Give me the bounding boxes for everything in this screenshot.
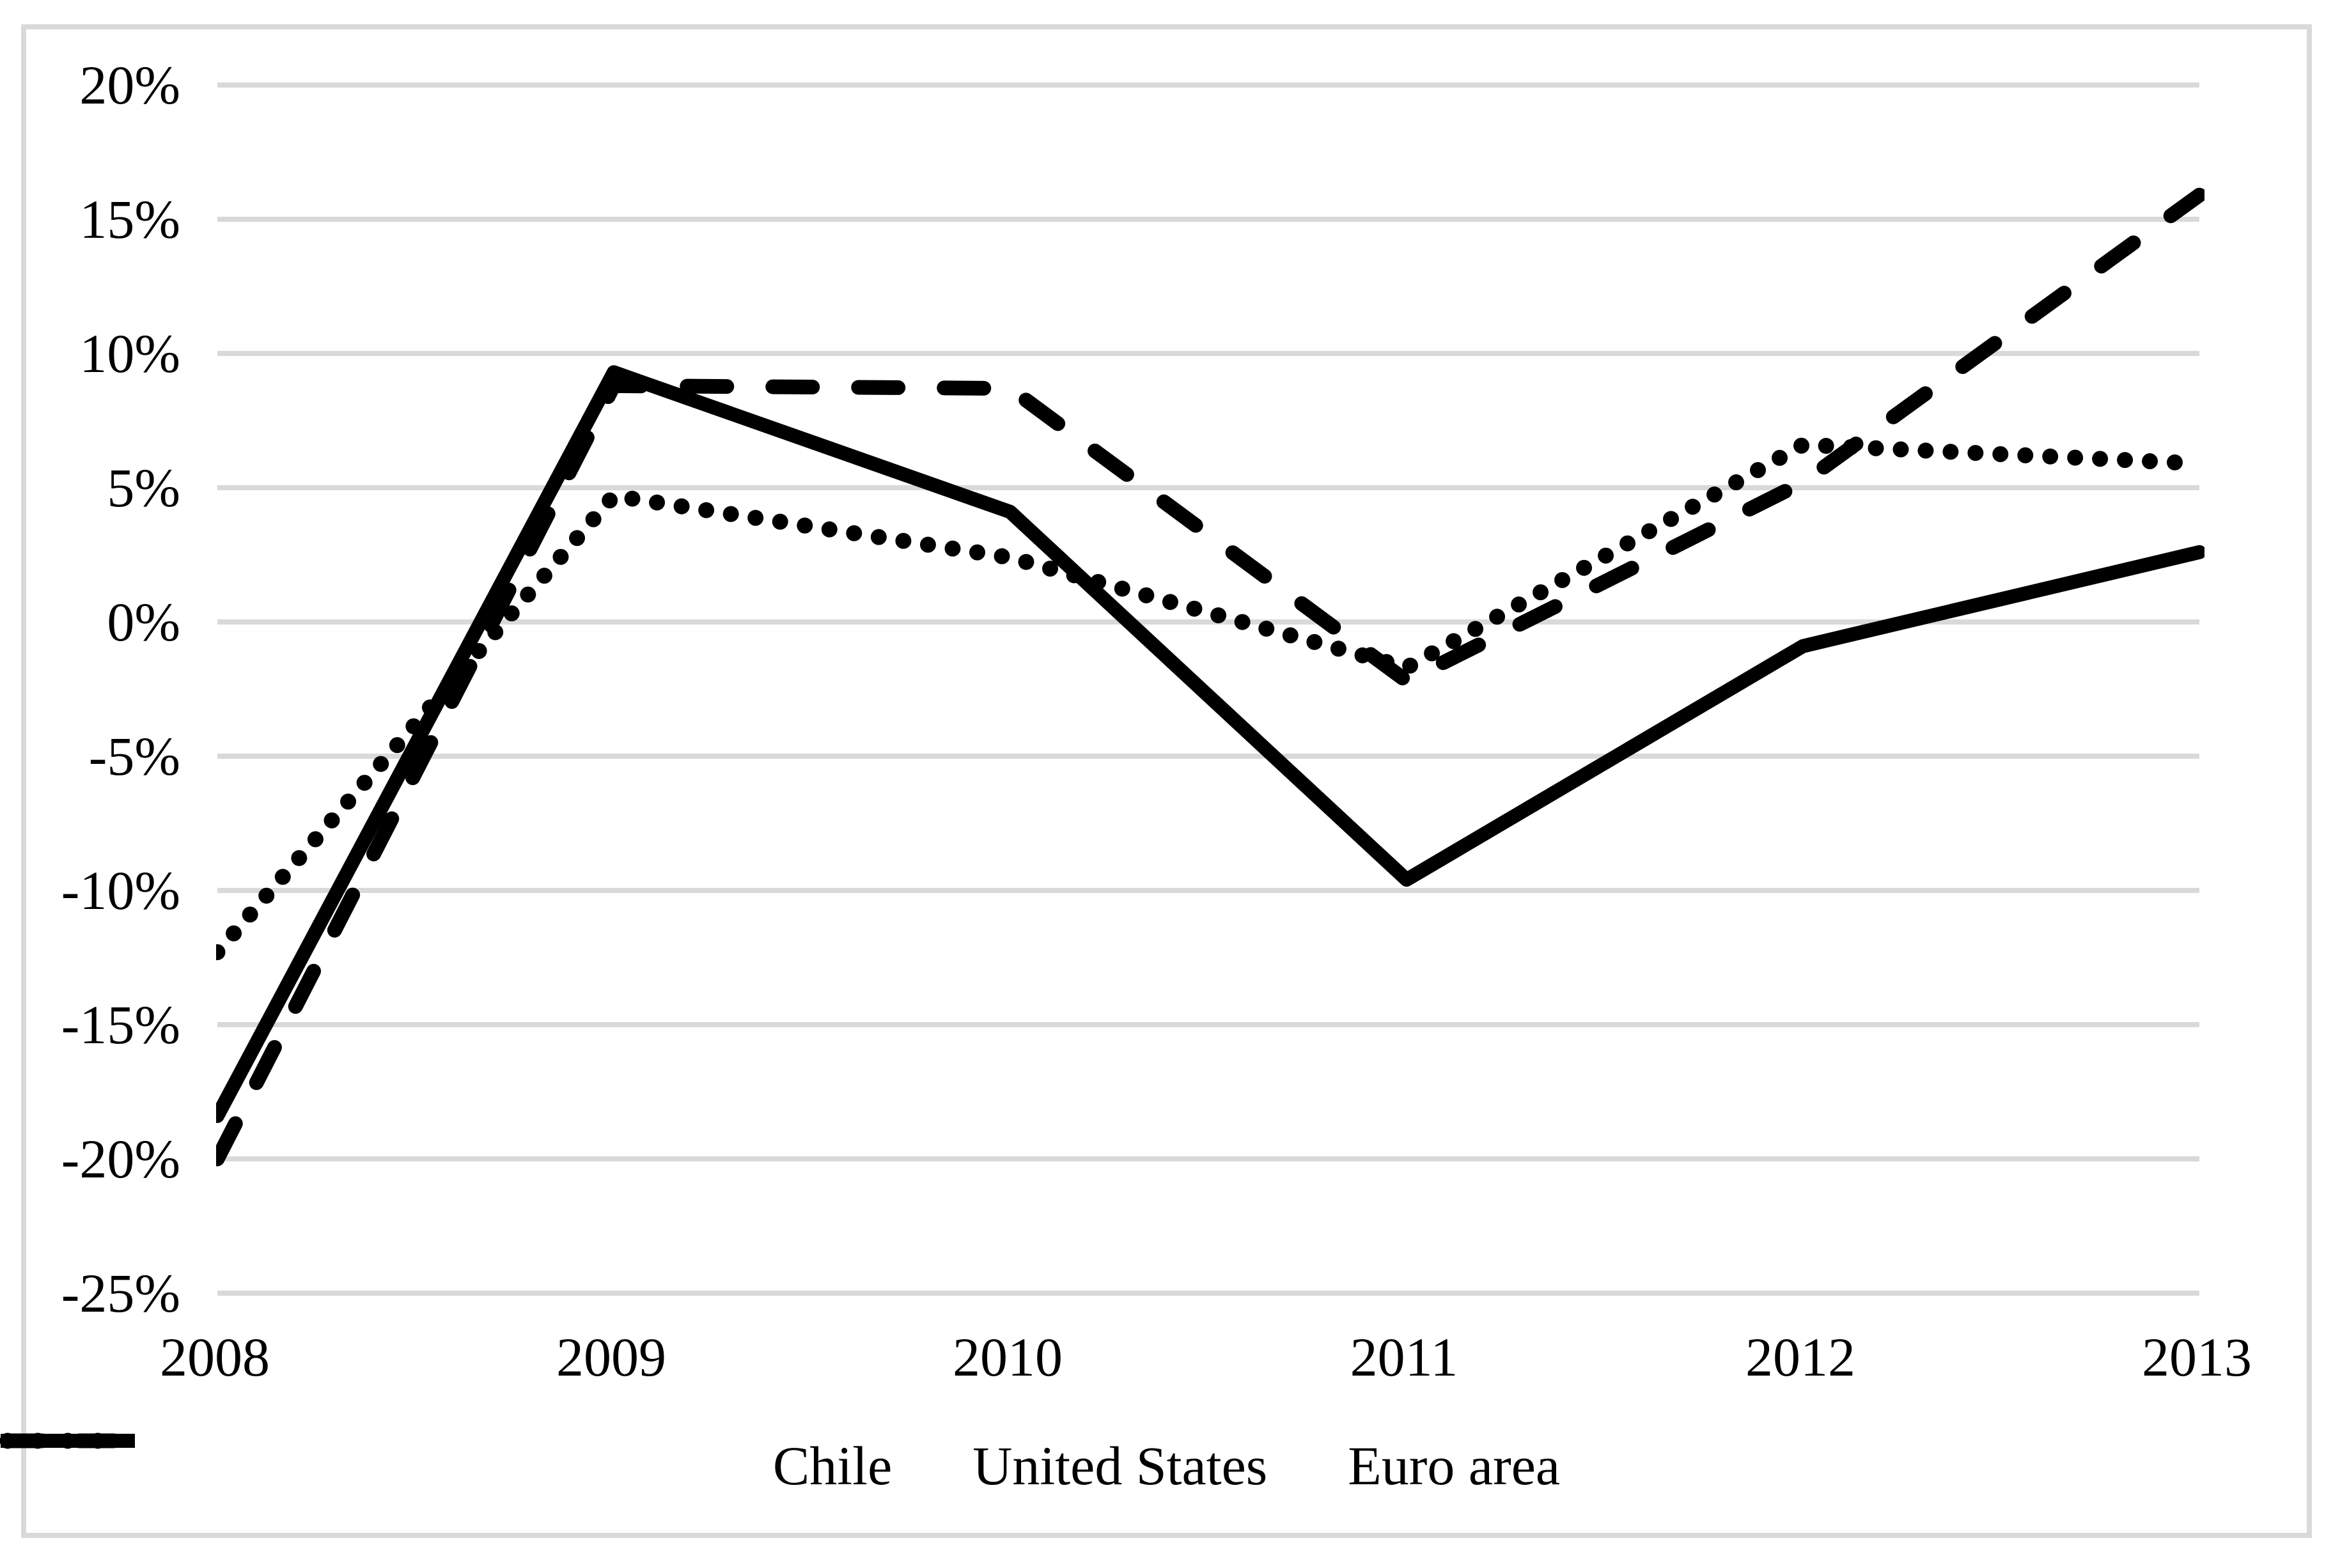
- chart-border: [21, 24, 2312, 1538]
- series-lines: [216, 187, 2204, 1167]
- legend-label: Chile: [772, 1435, 893, 1496]
- y-tick-label: 0%: [107, 591, 180, 653]
- y-tick-label: -25%: [61, 1262, 180, 1324]
- y-tick-label: 15%: [79, 189, 180, 250]
- y-tick-label: 20%: [79, 54, 180, 116]
- legend-label: Euro area: [1348, 1435, 1561, 1496]
- x-tick-label: 2010: [953, 1326, 1063, 1388]
- legend-item-united-states: United States: [0, 1433, 1268, 1496]
- x-tick-label: 2008: [160, 1326, 270, 1388]
- x-tick-label: 2011: [1350, 1326, 1458, 1388]
- series-line-chile: [216, 365, 2204, 1123]
- y-tick-label: -5%: [89, 726, 180, 787]
- y-tick-label: 5%: [107, 457, 180, 518]
- x-axis-tick-labels: 2008 2009 2010 2011 2012 2013: [160, 1326, 2252, 1388]
- y-tick-label: -10%: [61, 860, 180, 921]
- series-line-euro-area: [216, 437, 2204, 961]
- y-axis-tick-labels: 20% 15% 10% 5% 0% -5% -10% -15% -20% -25%: [61, 54, 180, 1324]
- legend-item-chile: Chile: [1, 1434, 893, 1496]
- y-tick-label: 10%: [79, 323, 180, 384]
- y-tick-label: -20%: [61, 1128, 180, 1190]
- legend-label: United States: [972, 1435, 1268, 1496]
- y-tick-label: -15%: [61, 994, 180, 1055]
- series-line-united-states: [216, 187, 2204, 1167]
- x-tick-label: 2013: [2142, 1326, 2252, 1388]
- x-tick-label: 2009: [556, 1326, 666, 1388]
- legend-item-euro-area: Euro area: [0, 1432, 1561, 1496]
- legend-swatch-dashed-line-icon: [0, 1433, 136, 1448]
- x-tick-label: 2012: [1745, 1326, 1855, 1388]
- legend-swatch-dotted-line-icon: [0, 1432, 136, 1449]
- legend: Chile United States Euro area: [0, 1431, 2333, 1501]
